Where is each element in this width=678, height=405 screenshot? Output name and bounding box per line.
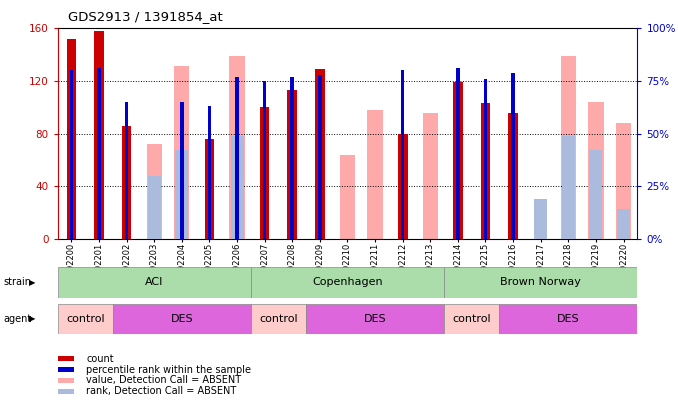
Text: control: control: [66, 314, 104, 324]
Text: ▶: ▶: [28, 314, 35, 324]
Bar: [318, 75, 321, 239]
Bar: [58, 389, 74, 394]
Bar: [561, 56, 576, 239]
Text: value, Detection Call = ABSENT: value, Detection Call = ABSENT: [86, 375, 241, 386]
Bar: [180, 102, 184, 239]
Bar: [122, 126, 132, 239]
Bar: [511, 72, 515, 239]
Bar: [125, 102, 128, 239]
Text: ACI: ACI: [145, 277, 163, 288]
Bar: [207, 106, 212, 239]
Bar: [444, 267, 637, 298]
Bar: [340, 155, 355, 239]
Bar: [70, 70, 73, 239]
Bar: [94, 31, 104, 239]
Text: count: count: [86, 354, 114, 364]
Bar: [58, 367, 74, 372]
Bar: [58, 356, 74, 361]
Bar: [290, 77, 294, 239]
Bar: [113, 304, 251, 334]
Bar: [422, 113, 438, 239]
Bar: [231, 136, 243, 239]
Bar: [617, 209, 630, 239]
Bar: [176, 151, 188, 239]
Text: rank, Detection Call = ABSENT: rank, Detection Call = ABSENT: [86, 386, 237, 396]
Text: percentile rank within the sample: percentile rank within the sample: [86, 364, 252, 375]
Text: strain: strain: [3, 277, 31, 288]
Bar: [174, 66, 189, 239]
Text: DES: DES: [364, 314, 386, 324]
Bar: [508, 113, 518, 239]
Text: Copenhagen: Copenhagen: [312, 277, 383, 288]
Text: DES: DES: [557, 314, 580, 324]
Bar: [146, 144, 162, 239]
Bar: [453, 82, 462, 239]
Bar: [66, 39, 76, 239]
Bar: [287, 90, 297, 239]
Text: control: control: [452, 314, 491, 324]
Bar: [251, 267, 444, 298]
Bar: [499, 304, 637, 334]
Text: GDS2913 / 1391854_at: GDS2913 / 1391854_at: [68, 10, 222, 23]
Bar: [401, 70, 405, 239]
Bar: [398, 134, 407, 239]
Bar: [483, 79, 487, 239]
Bar: [367, 111, 382, 239]
Bar: [205, 139, 214, 239]
Bar: [97, 68, 101, 239]
Bar: [534, 199, 547, 239]
Text: agent: agent: [3, 314, 32, 324]
Text: Brown Norway: Brown Norway: [500, 277, 581, 288]
Bar: [229, 56, 245, 239]
Bar: [562, 136, 575, 239]
Bar: [235, 77, 239, 239]
Bar: [58, 378, 74, 383]
Bar: [148, 176, 161, 239]
Bar: [315, 69, 325, 239]
Bar: [616, 123, 631, 239]
Bar: [251, 304, 306, 334]
Bar: [456, 68, 460, 239]
Bar: [589, 151, 602, 239]
Text: control: control: [259, 314, 298, 324]
Bar: [589, 102, 603, 239]
Bar: [58, 304, 113, 334]
Bar: [444, 304, 499, 334]
Bar: [260, 107, 269, 239]
Bar: [306, 304, 444, 334]
Text: DES: DES: [171, 314, 193, 324]
Bar: [481, 103, 490, 239]
Text: ▶: ▶: [28, 278, 35, 287]
Bar: [58, 267, 251, 298]
Bar: [263, 81, 266, 239]
